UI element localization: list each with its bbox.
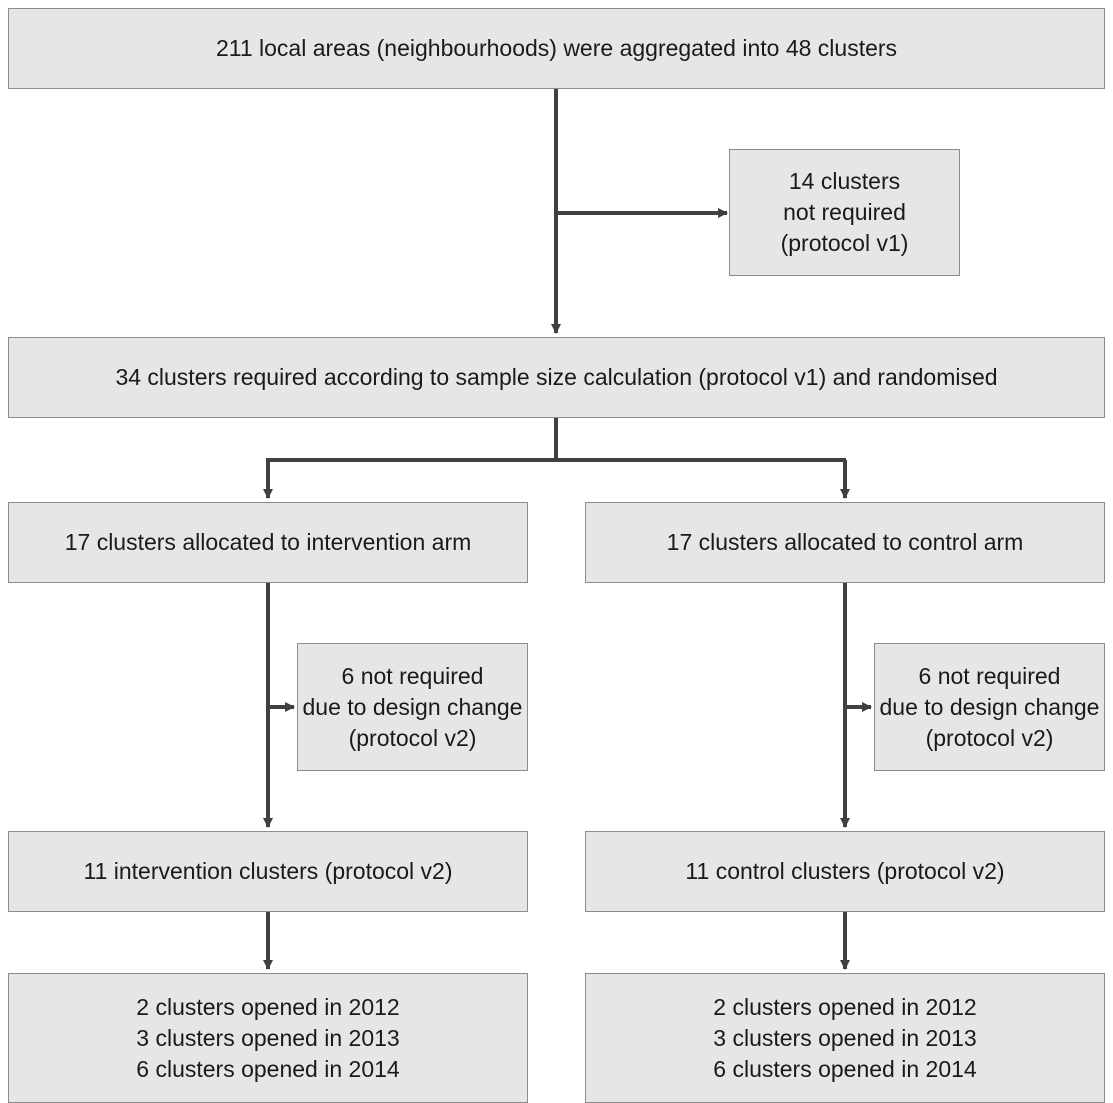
box-control-opened-line-1: 2 clusters opened in 2012 <box>713 993 977 1020</box>
box-control-opened: 2 clusters opened in 2012 3 clusters ope… <box>585 973 1105 1103</box>
box-intervention-opened-line-1: 2 clusters opened in 2012 <box>136 993 400 1020</box>
box-control-arm: 17 clusters allocated to control arm <box>585 502 1105 583</box>
box-intervention-excluded-line-1: 6 not required <box>341 662 484 689</box>
box-intervention-excluded-line-3: (protocol v2) <box>348 724 477 751</box>
box-intervention-excluded: 6 not required due to design change (pro… <box>297 643 528 771</box>
box-control-excluded-line-2: due to design change <box>879 693 1100 720</box>
box-intervention-arm-line-1: 17 clusters allocated to intervention ar… <box>64 529 472 555</box>
box-intervention-excluded-line-2: due to design change <box>302 693 523 720</box>
box-randomised-line-1: 34 clusters required according to sample… <box>115 364 998 390</box>
box-excluded-v1-line-1: 14 clusters <box>788 168 901 194</box>
box-control-opened-line-3: 6 clusters opened in 2014 <box>713 1055 977 1082</box>
box-intervention-opened: 2 clusters opened in 2012 3 clusters ope… <box>8 973 528 1103</box>
box-intervention-opened-line-2: 3 clusters opened in 2013 <box>136 1024 400 1051</box>
box-control-opened-line-2: 3 clusters opened in 2013 <box>713 1024 977 1051</box>
box-excluded-v1-line-3: (protocol v1) <box>780 230 909 256</box>
box-top-line-1: 211 local areas (neighbourhoods) were ag… <box>215 35 898 61</box>
box-excluded-v1: 14 clusters not required (protocol v1) <box>729 149 960 276</box>
box-intervention-arm: 17 clusters allocated to intervention ar… <box>8 502 528 583</box>
box-top-aggregation: 211 local areas (neighbourhoods) were ag… <box>8 8 1105 89</box>
box-control-excluded-line-1: 6 not required <box>918 662 1061 689</box>
box-intervention-v2-line-1: 11 intervention clusters (protocol v2) <box>83 858 453 884</box>
box-intervention-opened-line-3: 6 clusters opened in 2014 <box>136 1055 400 1082</box>
box-control-arm-line-1: 17 clusters allocated to control arm <box>666 529 1024 555</box>
box-excluded-v1-line-2: not required <box>783 199 906 225</box>
box-control-v2: 11 control clusters (protocol v2) <box>585 831 1105 912</box>
box-randomised: 34 clusters required according to sample… <box>8 337 1105 418</box>
box-intervention-v2: 11 intervention clusters (protocol v2) <box>8 831 528 912</box>
box-control-excluded: 6 not required due to design change (pro… <box>874 643 1105 771</box>
box-control-excluded-line-3: (protocol v2) <box>925 724 1054 751</box>
box-control-v2-line-1: 11 control clusters (protocol v2) <box>685 858 1005 884</box>
